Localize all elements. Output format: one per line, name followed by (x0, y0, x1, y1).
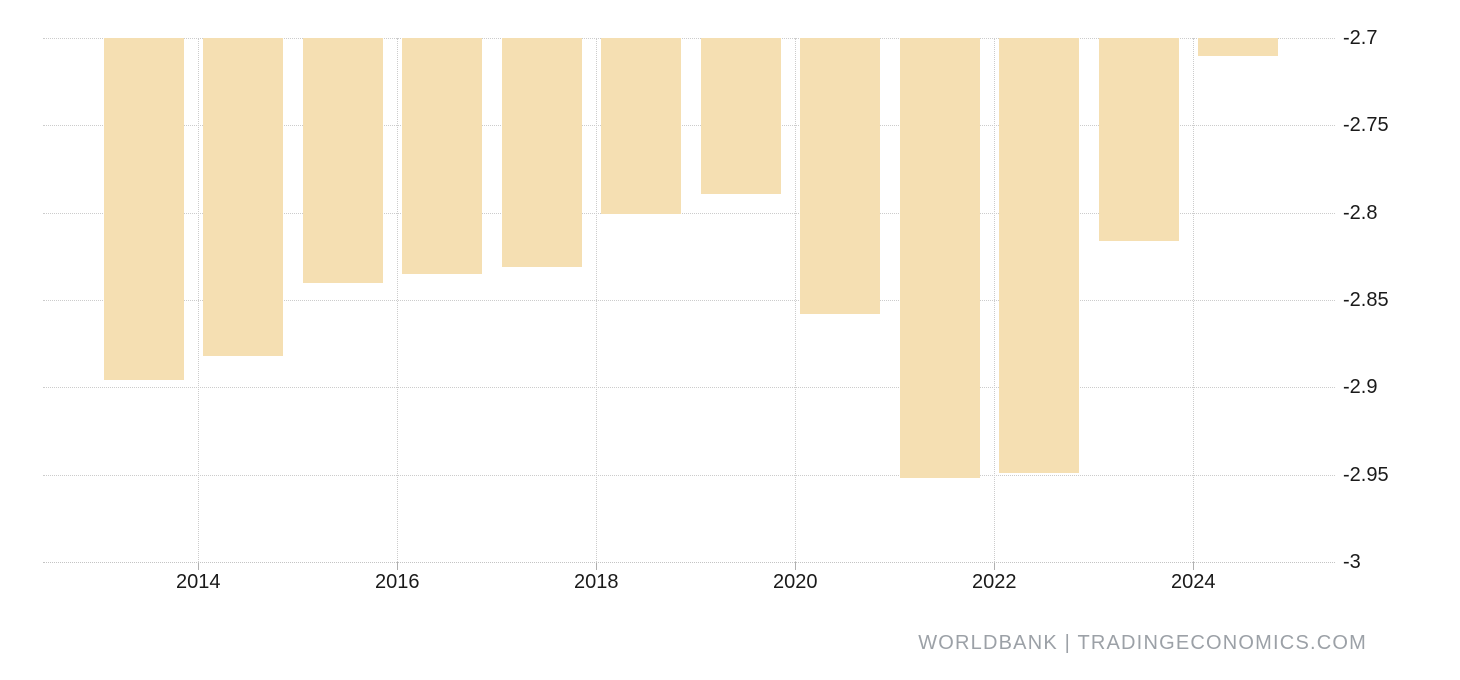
bar-2023[interactable] (1098, 38, 1179, 241)
h-gridline--2.7 (43, 38, 1335, 39)
y-axis-label--2.75: -2.75 (1343, 114, 1389, 137)
h-gridline--2.8 (43, 212, 1335, 214)
h-gridline--2.9 (43, 387, 1335, 389)
bar-2015[interactable] (302, 38, 383, 283)
x-axis-tick-2022 (994, 562, 996, 570)
x-axis-tick-2024 (1193, 562, 1195, 570)
h-gridline--2.95 (43, 474, 1335, 476)
x-axis-label-2020: 2020 (773, 571, 818, 593)
x-axis-label-2024: 2024 (1171, 571, 1216, 593)
x-axis-label-2018: 2018 (574, 571, 619, 593)
bar-2016[interactable] (402, 38, 482, 274)
bar-2021[interactable] (899, 38, 980, 479)
x-axis-label-2016: 2016 (375, 571, 420, 593)
bar-2024[interactable] (1198, 38, 1278, 56)
x-axis-label-2022: 2022 (972, 571, 1017, 593)
h-gridline--2.85 (43, 300, 1335, 301)
y-axis-label--2.8: -2.8 (1343, 201, 1378, 224)
y-axis-label--2.85: -2.85 (1343, 289, 1389, 311)
x-axis-tick-2014 (198, 562, 200, 570)
bar-2020[interactable] (800, 38, 880, 314)
bar-2014[interactable] (203, 38, 283, 356)
bar-2013[interactable] (103, 38, 184, 381)
y-axis-label--2.9: -2.9 (1343, 376, 1378, 399)
bar-2017[interactable] (501, 38, 582, 267)
x-axis-label-2014: 2014 (176, 571, 221, 593)
y-axis-label--3: -3 (1343, 551, 1361, 573)
footer-credit: WORLDBANK | TRADINGECONOMICS.COM (918, 632, 1367, 654)
x-axis-line (43, 562, 1335, 563)
y-axis-label--2.95: -2.95 (1343, 463, 1389, 486)
x-axis-tick-2016 (397, 562, 399, 570)
x-axis-tick-2018 (596, 562, 598, 570)
bar-2022[interactable] (999, 38, 1079, 473)
x-axis-tick-2020 (795, 562, 797, 570)
h-gridline--2.75 (43, 125, 1335, 127)
bar-2018[interactable] (601, 38, 681, 215)
y-axis-label--2.7: -2.7 (1343, 27, 1378, 49)
bar-2019[interactable] (700, 38, 781, 194)
